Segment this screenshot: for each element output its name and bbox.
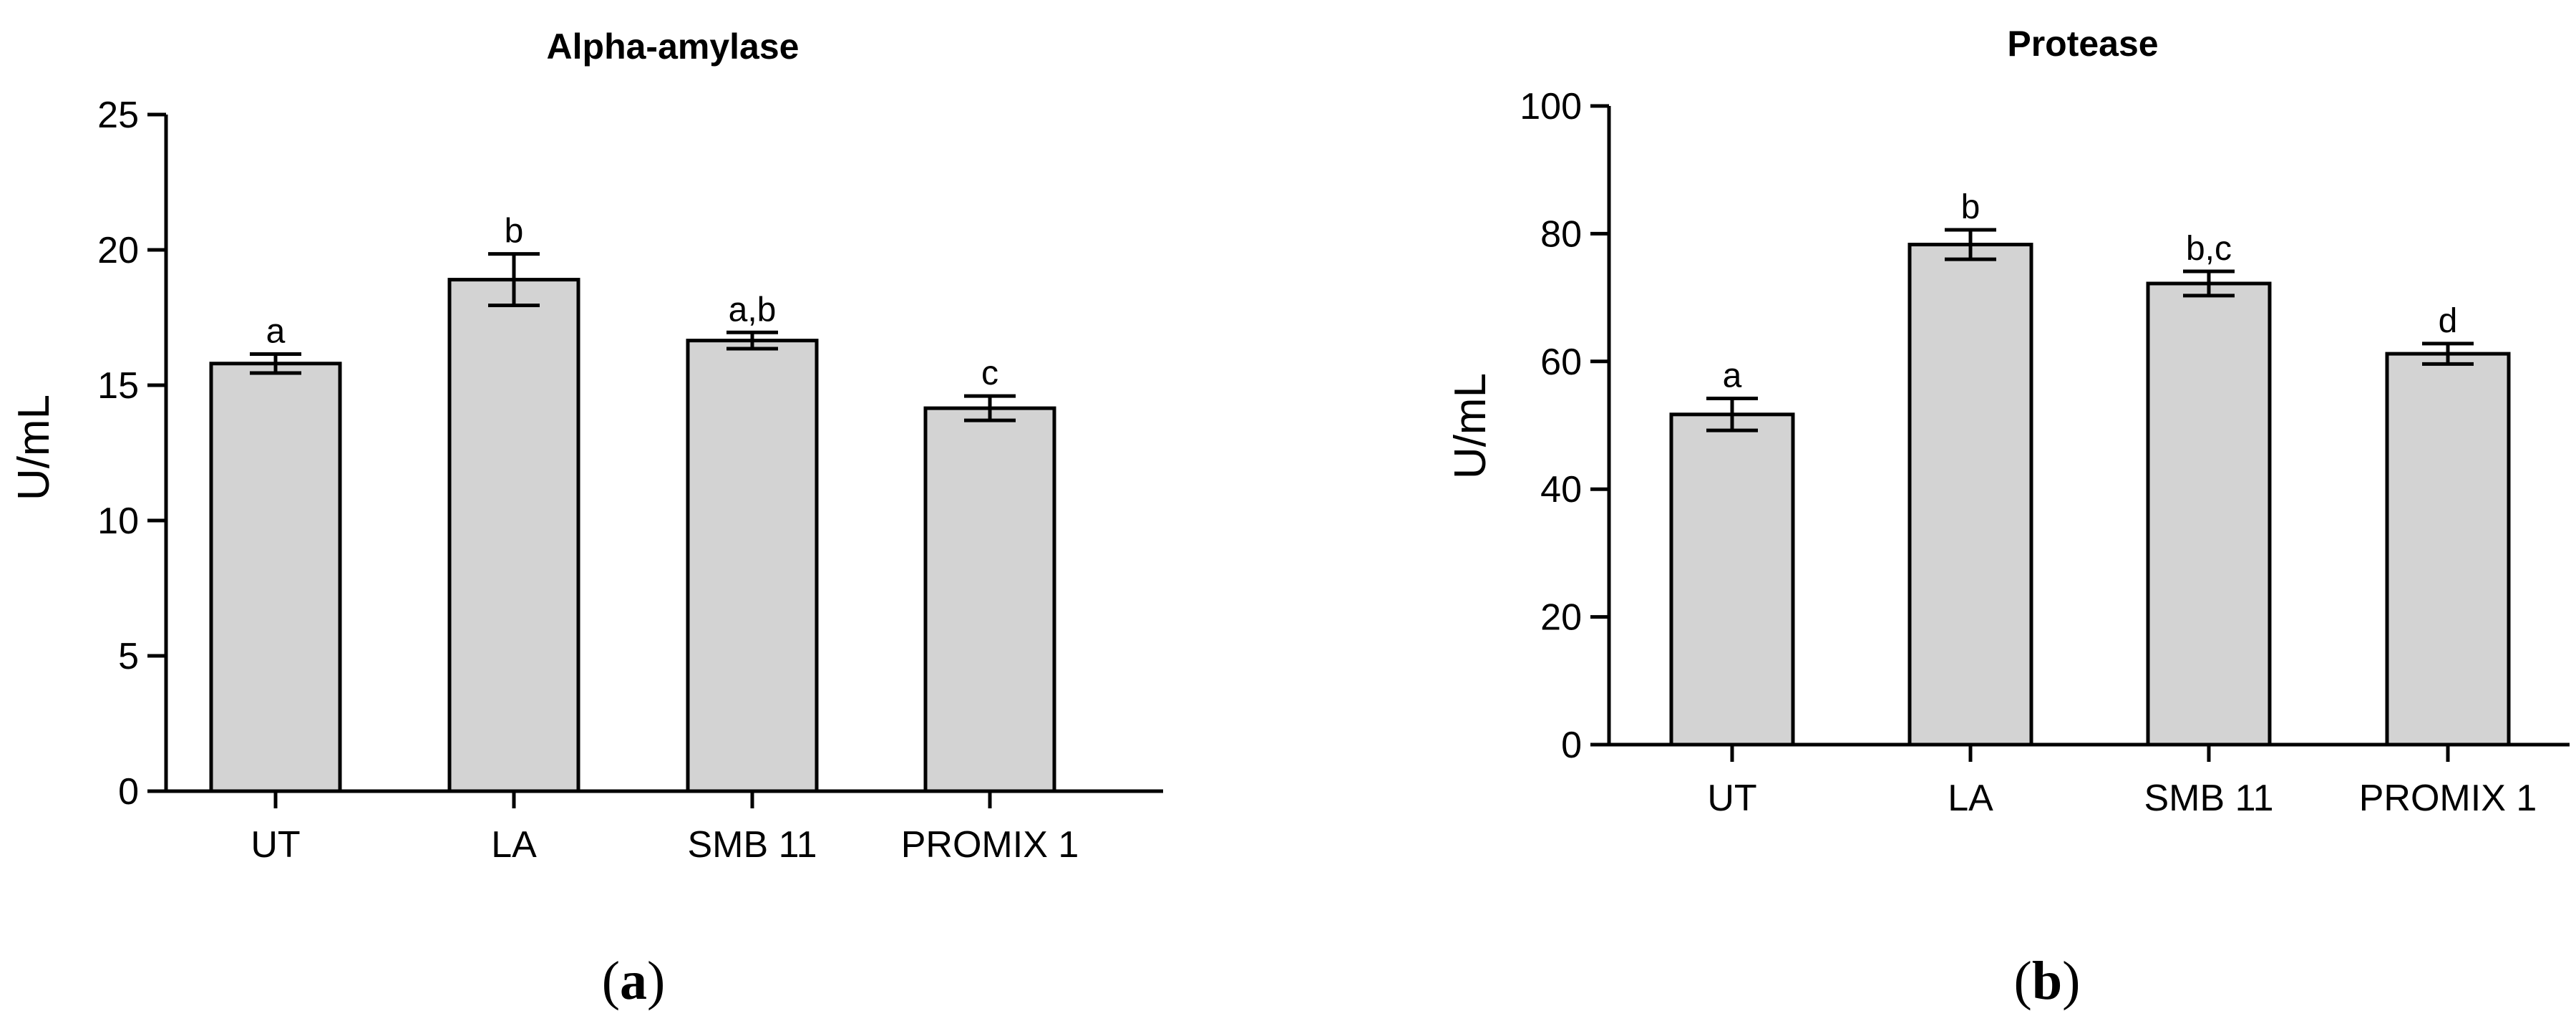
y-tick-label: 0 (118, 771, 139, 813)
y-tick-label: 10 (97, 500, 139, 542)
significance-label: a (266, 313, 286, 351)
caption-letter: b (2032, 951, 2062, 1011)
y-axis-label: U/mL (1446, 373, 1495, 479)
category-label: UT (251, 824, 300, 866)
category-label: LA (491, 824, 537, 866)
y-tick-label: 5 (118, 636, 139, 677)
caption-close: ) (2062, 951, 2080, 1011)
panel-alpha-amylase: Alpha-amylase U/mL 0 5 10 15 20 25 a UT b LA a,b SM… (9, 26, 1163, 1011)
y-tick-label: 60 (1540, 342, 1582, 383)
category-label: PROMIX 1 (901, 824, 1079, 866)
category-label: UT (1707, 778, 1756, 819)
panel-protease: Protease U/mL 0 20 40 60 80 100 a UT b LA b,c SMB 1… (1446, 24, 2570, 1011)
plot-area: 0 5 10 15 20 25 a UT b LA a,b SMB 11 c PROMIX 1 (97, 95, 1163, 866)
caption-open: ( (2014, 951, 2032, 1011)
category-label: SMB 11 (2144, 778, 2273, 819)
significance-label: b (505, 213, 524, 251)
y-axis-label: U/mL (9, 395, 59, 500)
bar (2385, 352, 2511, 747)
significance-label: b,c (2186, 230, 2232, 268)
bar (923, 406, 1056, 793)
caption-close: ) (647, 951, 665, 1011)
caption-open: ( (602, 951, 620, 1011)
y-tick-label: 0 (1561, 725, 1582, 766)
significance-label: d (2439, 302, 2458, 340)
category-label: PROMIX 1 (2359, 778, 2537, 819)
category-label: SMB 11 (687, 824, 817, 866)
category-label: LA (1948, 778, 1993, 819)
bar (686, 339, 819, 793)
bar (2146, 281, 2272, 747)
bar (447, 278, 580, 793)
y-tick-label: 20 (97, 230, 139, 271)
panel-caption: (b) (2014, 951, 2081, 1011)
y-tick-label: 80 (1540, 213, 1582, 255)
y-tick-label: 15 (97, 365, 139, 407)
bar (1669, 412, 1795, 747)
significance-label: a,b (729, 291, 777, 329)
significance-label: a (1723, 357, 1742, 395)
bar (1907, 243, 2033, 747)
y-tick-label: 25 (97, 95, 139, 136)
y-tick-label: 40 (1540, 469, 1582, 511)
panel-caption: (a) (602, 951, 666, 1011)
bar (209, 362, 342, 793)
y-tick-label: 20 (1540, 597, 1582, 639)
caption-letter: a (620, 951, 647, 1011)
chart-title: Alpha-amylase (547, 26, 799, 67)
plot-area: 0 20 40 60 80 100 a UT b LA b,c SMB 11 d PROMIX 1 (1520, 86, 2570, 819)
y-tick-label: 100 (1520, 86, 1582, 127)
significance-label: b (1961, 188, 1980, 226)
chart-title: Protease (2007, 24, 2158, 64)
significance-label: c (981, 354, 998, 392)
